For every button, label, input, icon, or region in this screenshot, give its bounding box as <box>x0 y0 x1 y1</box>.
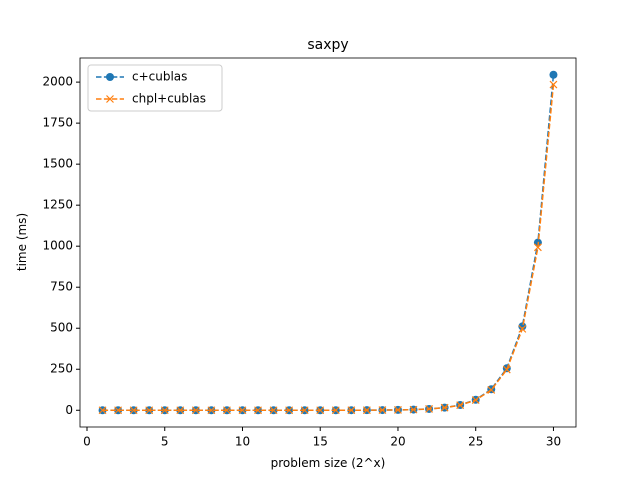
marker <box>456 401 465 410</box>
chart-title: saxpy <box>307 37 348 53</box>
marker <box>316 406 325 415</box>
marker <box>129 406 138 415</box>
legend-marker <box>106 73 114 81</box>
x-tick-label: 20 <box>390 435 405 449</box>
marker <box>409 405 418 414</box>
marker <box>549 70 558 79</box>
marker <box>238 406 247 415</box>
y-tick-label: 1250 <box>42 198 73 212</box>
legend: c+cublas chpl+cublas <box>87 64 223 112</box>
marker <box>300 406 309 415</box>
marker <box>331 406 340 415</box>
x-tick-label: 10 <box>235 435 250 449</box>
marker <box>549 80 558 89</box>
x-tick-label: 25 <box>468 435 483 449</box>
plot-frame <box>79 57 577 428</box>
marker <box>269 406 278 415</box>
y-tick-label: 250 <box>50 362 73 376</box>
marker <box>440 403 449 412</box>
y-tick-label: 750 <box>50 280 73 294</box>
marker <box>378 406 387 415</box>
marker <box>533 243 542 252</box>
legend-marker <box>106 95 114 103</box>
marker <box>347 406 356 415</box>
marker <box>285 406 294 415</box>
y-tick-label: 0 <box>65 403 73 417</box>
marker <box>145 406 154 415</box>
y-tick-label: 1000 <box>42 239 73 253</box>
marker <box>425 405 433 413</box>
x-tick-label: 5 <box>161 435 169 449</box>
y-tick-label: 1500 <box>42 157 73 171</box>
marker <box>394 406 402 414</box>
y-tick-label: 1750 <box>42 116 73 130</box>
x-tick-label: 15 <box>313 435 328 449</box>
marker <box>114 406 123 415</box>
marker <box>223 406 231 415</box>
marker <box>487 385 496 394</box>
marker <box>191 406 200 415</box>
y-tick-label: 500 <box>50 321 73 335</box>
y-axis-label: time (ms) <box>15 213 29 271</box>
marker <box>98 406 107 415</box>
series-line <box>102 84 555 412</box>
x-tick-label: 0 <box>83 435 91 449</box>
marker <box>254 406 262 415</box>
legend-label: c+cublas <box>132 70 187 84</box>
marker <box>518 322 527 331</box>
marker <box>502 365 511 374</box>
y-tick-label: 2000 <box>42 75 73 89</box>
marker <box>362 406 371 415</box>
marker <box>160 406 169 415</box>
x-tick-label: 30 <box>546 435 561 449</box>
legend-label: chpl+cublas <box>132 92 206 106</box>
marker <box>176 406 185 415</box>
marker <box>207 406 216 415</box>
x-axis-label: problem size (2^x) <box>271 456 386 470</box>
marker <box>518 324 527 333</box>
marker <box>471 396 480 405</box>
